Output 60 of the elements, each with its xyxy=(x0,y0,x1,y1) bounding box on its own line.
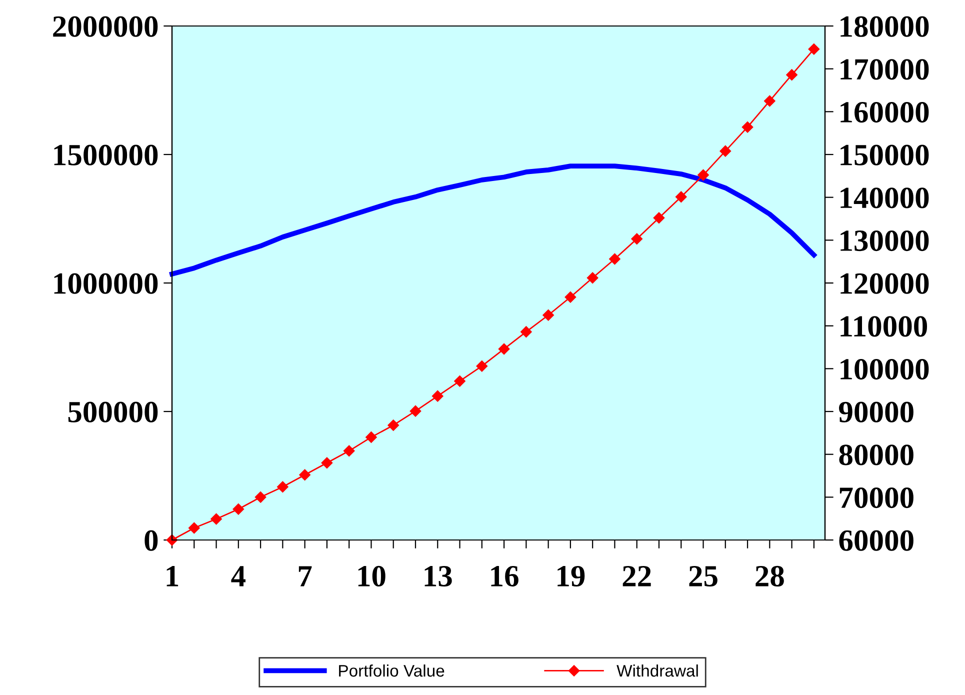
y2-tick-label: 60000 xyxy=(839,530,914,551)
point xyxy=(498,343,510,355)
point xyxy=(720,145,731,157)
point xyxy=(277,481,288,492)
point xyxy=(188,522,200,534)
point xyxy=(542,310,554,321)
y2-tick-label: 170000 xyxy=(840,59,929,80)
point xyxy=(520,326,532,338)
x-tick-label: 28 xyxy=(756,566,784,587)
x-tick-label: 19 xyxy=(558,566,585,587)
y-tick-label: 2000000 xyxy=(53,16,158,37)
x-tick-label: 4 xyxy=(231,566,246,586)
x-tick-label: 13 xyxy=(424,566,452,587)
point xyxy=(764,95,776,107)
point xyxy=(210,513,222,525)
y2-tick-label: 100000 xyxy=(840,358,929,380)
line-series xyxy=(170,164,816,276)
point xyxy=(653,212,665,224)
y-tick-label: 1000000 xyxy=(54,273,158,294)
y2-tick-label: 140000 xyxy=(840,188,929,208)
y2-tick-label: 80000 xyxy=(839,444,914,466)
x-tick-label: 25 xyxy=(689,566,718,587)
point xyxy=(564,292,576,303)
point xyxy=(388,420,399,431)
point xyxy=(631,233,642,244)
point xyxy=(366,432,377,443)
y2-tick-label: 70000 xyxy=(840,487,914,508)
point xyxy=(786,69,798,80)
y2-tick-label: 180000 xyxy=(840,16,929,37)
y2-tick-label: 120000 xyxy=(840,273,929,294)
y2-tick-label: 130000 xyxy=(840,230,929,252)
y2-tick-label: 90000 xyxy=(839,402,914,422)
point xyxy=(343,445,355,457)
point xyxy=(454,375,466,387)
point xyxy=(476,360,488,372)
point xyxy=(586,272,598,284)
point xyxy=(321,457,333,469)
point xyxy=(742,121,754,133)
y2-tick-label: 110000 xyxy=(840,316,928,337)
point xyxy=(609,253,620,265)
point xyxy=(410,405,422,417)
y-tick-label: 1500000 xyxy=(54,144,158,166)
legend-label: Withdrawal xyxy=(616,664,698,677)
point xyxy=(299,469,310,480)
x-tick-label: 22 xyxy=(622,566,651,586)
y2-tick-label: 160000 xyxy=(840,102,929,123)
point xyxy=(232,504,244,515)
x-tick-label: 16 xyxy=(491,566,518,587)
x-tick-label: 1 xyxy=(166,566,178,586)
point xyxy=(698,169,709,181)
y2-tick-label: 150000 xyxy=(840,144,929,166)
x-tick-label: 10 xyxy=(358,566,386,587)
point xyxy=(254,492,266,503)
y-tick-label: 500000 xyxy=(68,402,158,422)
y-tick-label: 0 xyxy=(144,530,158,551)
point xyxy=(808,44,820,55)
point xyxy=(432,390,444,402)
legend-label: Portfolio Value xyxy=(339,664,444,677)
x-tick-label: 7 xyxy=(298,566,312,586)
point xyxy=(676,191,687,203)
